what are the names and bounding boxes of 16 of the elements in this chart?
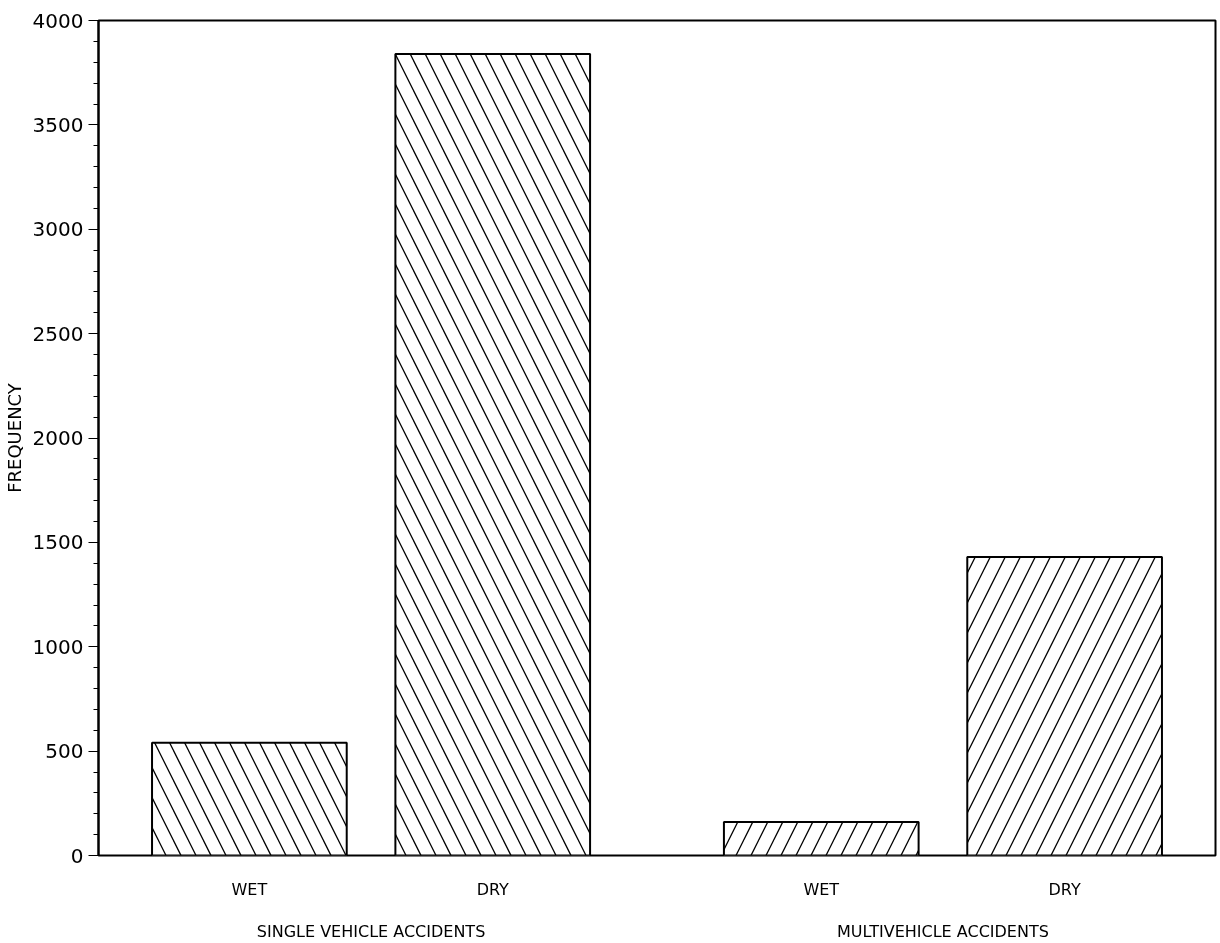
y-tick-label: 3500 (32, 112, 84, 137)
y-tick-label: 2000 (32, 426, 84, 450)
text: SINGLE VEHICLE ACCIDENTS (256, 921, 486, 941)
x-tick-label: DRY (476, 879, 510, 899)
x-tick-label: WET (803, 879, 840, 899)
text: MULTIVEHICLE ACCIDENTS (837, 921, 1049, 941)
x-tick-label: WET (231, 879, 268, 899)
y-tick-label: 1500 (32, 530, 84, 555)
y-tick-label: 1000 (32, 634, 84, 659)
y-tick-label: 3000 (32, 217, 84, 242)
y-axis-title: FREQUENCY (3, 382, 25, 493)
y-tick-label: 2500 (32, 321, 84, 346)
y-tick-label: 500 (45, 739, 84, 764)
y-tick-label: 4000 (32, 8, 84, 33)
x-tick-label: DRY (1048, 879, 1081, 899)
y-tick-label: 0 (70, 843, 84, 868)
